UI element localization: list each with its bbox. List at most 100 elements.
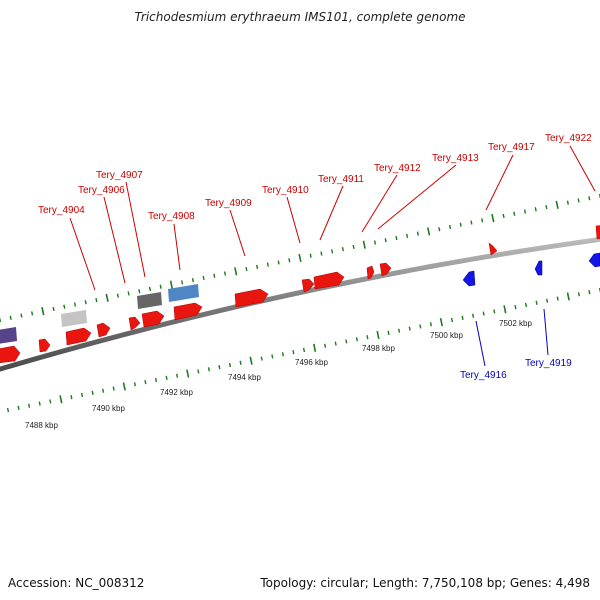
- minor-tick: [355, 337, 358, 342]
- minor-tick: [481, 218, 484, 223]
- gene-block-dark-gray[interactable]: [137, 292, 162, 309]
- minor-tick: [95, 297, 98, 303]
- gene-label-tery-4917[interactable]: Tery_4917: [488, 142, 535, 153]
- minor-tick: [387, 330, 390, 335]
- gene-arrow-forward[interactable]: [141, 310, 165, 328]
- gene-arrow-forward[interactable]: [173, 302, 203, 321]
- major-tick: [362, 240, 366, 249]
- major-tick: [313, 343, 317, 352]
- minor-tick: [524, 302, 528, 308]
- minor-tick: [165, 375, 168, 380]
- major-tick: [376, 330, 380, 340]
- minor-tick: [331, 249, 334, 254]
- minor-tick: [176, 373, 179, 378]
- minor-tick: [588, 196, 591, 201]
- leader-line: [485, 154, 514, 211]
- minor-tick: [461, 315, 464, 320]
- gene-arrow-forward[interactable]: [379, 262, 392, 277]
- minor-tick: [102, 388, 105, 393]
- reverse-leader-lines: [475, 308, 549, 367]
- minor-tick: [133, 382, 136, 387]
- gene-arrow-reverse[interactable]: [534, 260, 543, 276]
- major-tick: [234, 267, 238, 276]
- gene-label-tery-4916[interactable]: Tery_4916: [460, 370, 507, 381]
- leader-line: [229, 209, 246, 257]
- major-tick: [427, 227, 431, 236]
- gene-arrow-forward[interactable]: [301, 278, 315, 293]
- gene-arrow-forward[interactable]: [595, 225, 600, 240]
- gene-arrow-forward[interactable]: [96, 322, 111, 338]
- minor-tick: [577, 198, 580, 203]
- minor-tick: [419, 324, 422, 329]
- gene-label-tery-4922[interactable]: Tery_4922: [545, 133, 592, 144]
- gene-label-tery-4912[interactable]: Tery_4912: [374, 163, 421, 174]
- minor-tick: [116, 293, 119, 298]
- leader-line: [543, 308, 549, 356]
- gene-label-tery-4913[interactable]: Tery_4913: [432, 153, 479, 164]
- minor-tick: [191, 278, 194, 283]
- minor-tick: [52, 306, 55, 312]
- minor-tick: [112, 386, 115, 391]
- minor-tick: [324, 343, 327, 348]
- minor-tick: [309, 253, 312, 258]
- gene-label-tery-4919[interactable]: Tery_4919: [525, 358, 572, 369]
- minor-tick: [406, 233, 409, 238]
- gene-label-tery-4904[interactable]: Tery_4904: [38, 205, 85, 216]
- leader-line: [286, 196, 301, 244]
- gene-arrow-reverse[interactable]: [462, 270, 476, 287]
- minor-tick: [302, 347, 306, 353]
- minor-tick: [256, 264, 259, 269]
- minor-tick: [514, 305, 517, 310]
- minor-tick: [148, 286, 152, 292]
- minor-tick: [181, 280, 184, 285]
- minor-tick: [438, 227, 441, 232]
- minor-tick: [408, 326, 411, 331]
- minor-tick: [17, 405, 20, 410]
- gene-label-tery-4911[interactable]: Tery_4911: [318, 174, 364, 185]
- major-tick: [41, 307, 45, 316]
- leader-line: [377, 164, 457, 230]
- minor-tick: [546, 298, 549, 303]
- gene-block-steel-blue[interactable]: [168, 284, 199, 302]
- minor-tick: [91, 390, 94, 395]
- gene-label-tery-4908[interactable]: Tery_4908: [148, 211, 195, 222]
- gene-label-tery-4906[interactable]: Tery_4906: [78, 185, 125, 196]
- gene-label-tery-4909[interactable]: Tery_4909: [205, 198, 252, 209]
- minor-tick: [470, 220, 473, 225]
- minor-tick: [345, 339, 348, 344]
- map-title: Trichodesmium erythraeum IMS101, complet…: [134, 10, 466, 24]
- gene-arrow-forward[interactable]: [488, 242, 498, 256]
- major-tick: [186, 369, 190, 378]
- gene-arrow-forward[interactable]: [366, 265, 375, 280]
- minor-tick: [535, 300, 538, 305]
- feature-blocks: [0, 284, 199, 344]
- minor-tick: [429, 322, 432, 327]
- minor-tick: [38, 401, 41, 406]
- gene-block-purple[interactable]: [0, 327, 17, 344]
- minor-tick: [493, 309, 496, 314]
- minor-tick: [320, 251, 323, 256]
- gene-arrow-forward[interactable]: [65, 327, 92, 346]
- gene-arrow-reverse[interactable]: [588, 252, 600, 268]
- minor-tick: [239, 360, 242, 365]
- gene-arrow-forward[interactable]: [0, 345, 21, 364]
- leader-line: [173, 223, 181, 271]
- gene-arrow-forward[interactable]: [128, 316, 141, 331]
- gene-arrow-forward[interactable]: [38, 338, 51, 353]
- gene-block-light-gray[interactable]: [61, 310, 87, 327]
- leader-line: [103, 196, 126, 284]
- gene-arrow-forward[interactable]: [313, 271, 345, 290]
- gene-label-tery-4907[interactable]: Tery_4907: [96, 170, 143, 181]
- minor-tick: [28, 403, 31, 408]
- minor-tick: [31, 311, 34, 316]
- minor-tick: [416, 231, 419, 236]
- scale-label-7488: 7488 kbp: [25, 421, 58, 430]
- gene-arrow-forward[interactable]: [234, 288, 269, 308]
- gene-label-tery-4910[interactable]: Tery_4910: [262, 185, 309, 196]
- minor-tick: [334, 341, 337, 346]
- scale-label-7502: 7502 kbp: [499, 319, 532, 328]
- major-tick: [169, 280, 173, 289]
- minor-tick: [523, 209, 527, 214]
- scale-labels: 7488 kbp 7490 kbp 7492 kbp 7494 kbp 7496…: [25, 319, 532, 430]
- leader-line: [475, 320, 486, 367]
